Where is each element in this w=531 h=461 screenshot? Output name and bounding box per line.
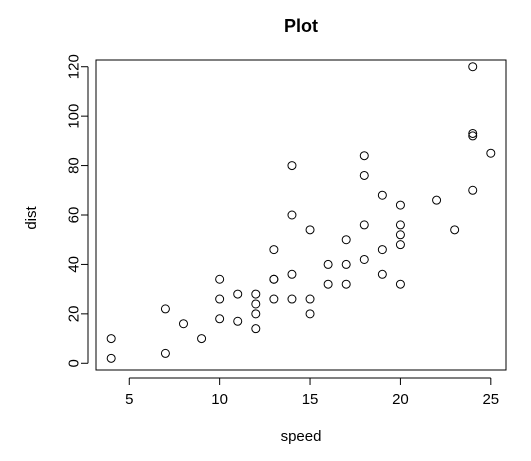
data-point xyxy=(359,220,369,230)
data-point xyxy=(395,230,405,240)
x-tick-label: 25 xyxy=(482,391,499,408)
x-tick-label: 5 xyxy=(125,391,133,408)
chart-title: Plot xyxy=(284,16,318,36)
data-point xyxy=(269,274,279,284)
data-point xyxy=(341,235,351,245)
x-tick-label: 20 xyxy=(392,391,409,408)
data-point xyxy=(341,279,351,289)
data-point xyxy=(468,185,478,195)
data-point xyxy=(178,319,188,329)
data-point xyxy=(359,254,369,264)
x-axis-ticks: 5 10 15 20 25 xyxy=(125,378,499,408)
y-tick-label: 120 xyxy=(66,54,83,79)
data-point xyxy=(287,294,297,304)
data-point xyxy=(468,131,478,141)
data-point xyxy=(323,279,333,289)
data-point xyxy=(215,294,225,304)
x-tick-label: 10 xyxy=(211,391,228,408)
data-point xyxy=(395,220,405,230)
data-point xyxy=(395,240,405,250)
data-point xyxy=(160,348,170,358)
x-tick-label: 15 xyxy=(302,391,319,408)
data-point xyxy=(251,309,261,319)
data-point xyxy=(251,299,261,309)
data-point xyxy=(215,274,225,284)
data-point xyxy=(377,245,387,255)
y-tick-label: 40 xyxy=(66,256,83,273)
data-point xyxy=(305,225,315,235)
data-point xyxy=(377,190,387,200)
plot-frame xyxy=(95,59,507,371)
data-point xyxy=(377,269,387,279)
data-point xyxy=(233,289,243,299)
data-point xyxy=(305,294,315,304)
data-point xyxy=(215,314,225,324)
data-point xyxy=(359,170,369,180)
data-point xyxy=(269,245,279,255)
y-tick-label: 0 xyxy=(66,359,83,367)
data-point xyxy=(432,195,442,205)
y-tick-label: 80 xyxy=(66,157,83,174)
data-point xyxy=(395,279,405,289)
data-point xyxy=(251,289,261,299)
data-point xyxy=(395,200,405,210)
y-tick-label: 100 xyxy=(66,104,83,129)
data-point xyxy=(468,62,478,72)
data-point xyxy=(287,269,297,279)
data-point xyxy=(287,210,297,220)
data-point xyxy=(305,309,315,319)
data-point xyxy=(160,304,170,314)
data-point xyxy=(287,161,297,171)
data-point xyxy=(106,353,116,363)
y-tick-label: 60 xyxy=(66,207,83,224)
y-tick-label: 20 xyxy=(66,306,83,323)
data-point xyxy=(359,151,369,161)
data-point xyxy=(233,316,243,326)
data-point xyxy=(341,259,351,269)
data-point xyxy=(197,334,207,344)
data-point xyxy=(106,334,116,344)
data-point xyxy=(468,128,478,138)
data-point xyxy=(251,324,261,334)
data-point xyxy=(450,225,460,235)
data-point xyxy=(269,294,279,304)
y-axis-title: dist xyxy=(23,205,40,229)
data-point xyxy=(323,259,333,269)
points-layer xyxy=(106,62,496,363)
x-axis-title: speed xyxy=(281,428,322,445)
y-axis-ticks: 0 20 40 60 80 100 120 xyxy=(66,54,88,367)
data-point xyxy=(486,148,496,158)
